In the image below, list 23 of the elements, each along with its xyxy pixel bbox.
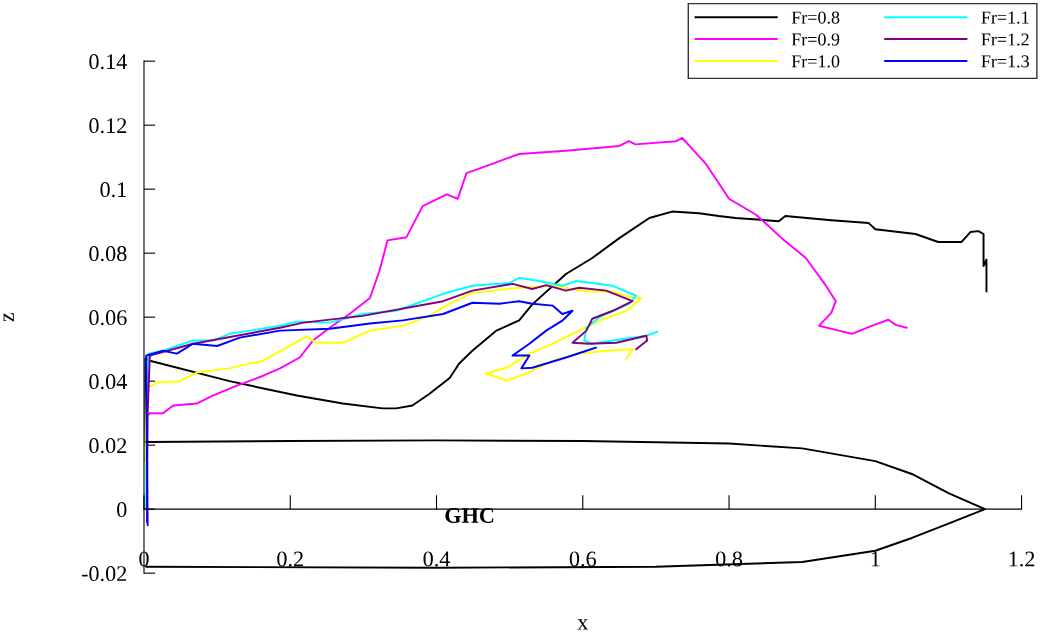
y-tick-label: -0.02	[81, 566, 127, 582]
x-tick-label: 0.2	[277, 551, 303, 567]
y-tick-label: 0.12	[89, 118, 127, 134]
legend-label: Fr=1.3	[981, 55, 1029, 68]
y-tick-label: 0.08	[89, 246, 127, 262]
y-tick-label: 0	[117, 502, 127, 518]
legend-label: Fr=1.1	[981, 11, 1029, 24]
legend-label: Fr=0.8	[791, 11, 840, 24]
y-tick-label: 0.1	[100, 182, 126, 198]
annotation: GHC	[445, 507, 494, 523]
x-tick-label: 0.6	[569, 551, 597, 567]
legend-label: Fr=1.2	[981, 33, 1029, 46]
x-tick-label: 1	[871, 551, 880, 567]
x-axis-title: x	[577, 619, 589, 630]
y-tick-label: 0.06	[89, 310, 127, 326]
x-tick-label: 0.4	[423, 551, 451, 567]
legend-label: Fr=0.9	[791, 33, 840, 46]
y-axis-title: z	[3, 312, 14, 322]
y-tick-label: 0.04	[89, 374, 127, 390]
legend-label: Fr=1.0	[791, 55, 840, 68]
x-tick-label: 1.2	[1009, 551, 1035, 567]
y-tick-label: 0.02	[89, 438, 127, 454]
y-tick-label: 0.14	[89, 54, 127, 70]
